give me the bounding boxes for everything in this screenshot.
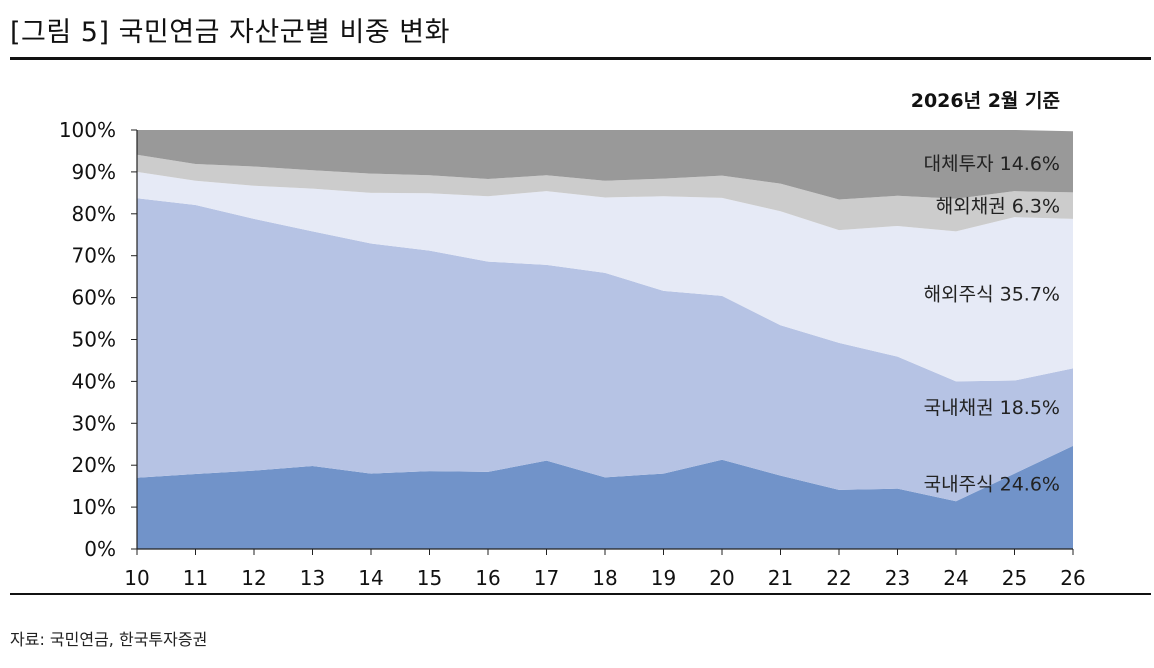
y-tick-label: 80% xyxy=(72,202,116,226)
title-underline xyxy=(10,57,1151,60)
series-labels: 국내주식 24.6% 국내채권 18.5% 해외주식 35.7% 해외채권 6.3% 대… xyxy=(924,153,1060,496)
x-tick-label: 12 xyxy=(241,566,266,590)
series-label-해외채권: 해외채권 6.3% xyxy=(936,196,1060,218)
y-tick-labels: 0% 10% 20% 30% 40% 50% 60% 70% 80% 90% 100% xyxy=(59,118,116,561)
x-tick-label: 11 xyxy=(183,566,208,590)
as-of-date: 2026년 2월 기준 xyxy=(910,90,1060,112)
y-tick-label: 60% xyxy=(72,286,116,310)
y-tick-label: 20% xyxy=(72,453,116,477)
x-tick-label: 24 xyxy=(943,566,968,590)
y-tick-label: 0% xyxy=(84,537,116,561)
x-tick-label: 10 xyxy=(124,566,149,590)
x-tick-label: 22 xyxy=(826,566,851,590)
y-tick-label: 70% xyxy=(72,244,116,268)
y-tick-label: 50% xyxy=(72,328,116,352)
chart-title: [그림 5] 국민연금 자산군별 비중 변화 xyxy=(10,17,450,48)
area-국내채권 xyxy=(137,198,1073,502)
series-label-해외주식: 해외주식 35.7% xyxy=(924,284,1060,306)
x-tick-labels: 10 11 12 13 14 15 16 17 18 19 20 21 22 23 24 25 26 xyxy=(124,566,1085,590)
x-tick-label: 21 xyxy=(768,566,793,590)
axes xyxy=(131,129,1074,555)
area-series-group xyxy=(137,130,1073,549)
area-대체투자 xyxy=(137,130,1073,200)
x-tick-label: 17 xyxy=(534,566,559,590)
y-tick-label: 30% xyxy=(72,411,116,435)
area-해외주식 xyxy=(137,171,1073,382)
y-tick-label: 90% xyxy=(72,160,116,184)
x-tick-label: 15 xyxy=(417,566,442,590)
area-국내주식 xyxy=(137,445,1073,549)
x-tick-label: 13 xyxy=(300,566,325,590)
area-해외채권 xyxy=(137,154,1073,232)
y-tick-label: 40% xyxy=(72,369,116,393)
x-tick-label: 19 xyxy=(651,566,676,590)
series-label-국내채권: 국내채권 18.5% xyxy=(924,397,1060,419)
y-tick-label: 10% xyxy=(72,495,116,519)
y-tick-label: 100% xyxy=(59,118,116,142)
stacked-area-chart: 0% 10% 20% 30% 40% 50% 60% 70% 80% 90% 100% 10 11 12… xyxy=(59,118,1086,590)
x-tick-label: 16 xyxy=(475,566,500,590)
x-tick-label: 18 xyxy=(592,566,617,590)
x-tick-label: 23 xyxy=(885,566,910,590)
series-label-대체투자: 대체투자 14.6% xyxy=(924,153,1060,175)
x-tick-label: 26 xyxy=(1060,566,1085,590)
x-tick-label: 25 xyxy=(1002,566,1027,590)
source-note: 자료: 국민연금, 한국투자증권 xyxy=(10,630,208,649)
series-label-국내주식: 국내주식 24.6% xyxy=(924,473,1060,495)
bottom-rule xyxy=(10,593,1151,595)
x-tick-label: 14 xyxy=(358,566,383,590)
x-tick-label: 20 xyxy=(709,566,734,590)
